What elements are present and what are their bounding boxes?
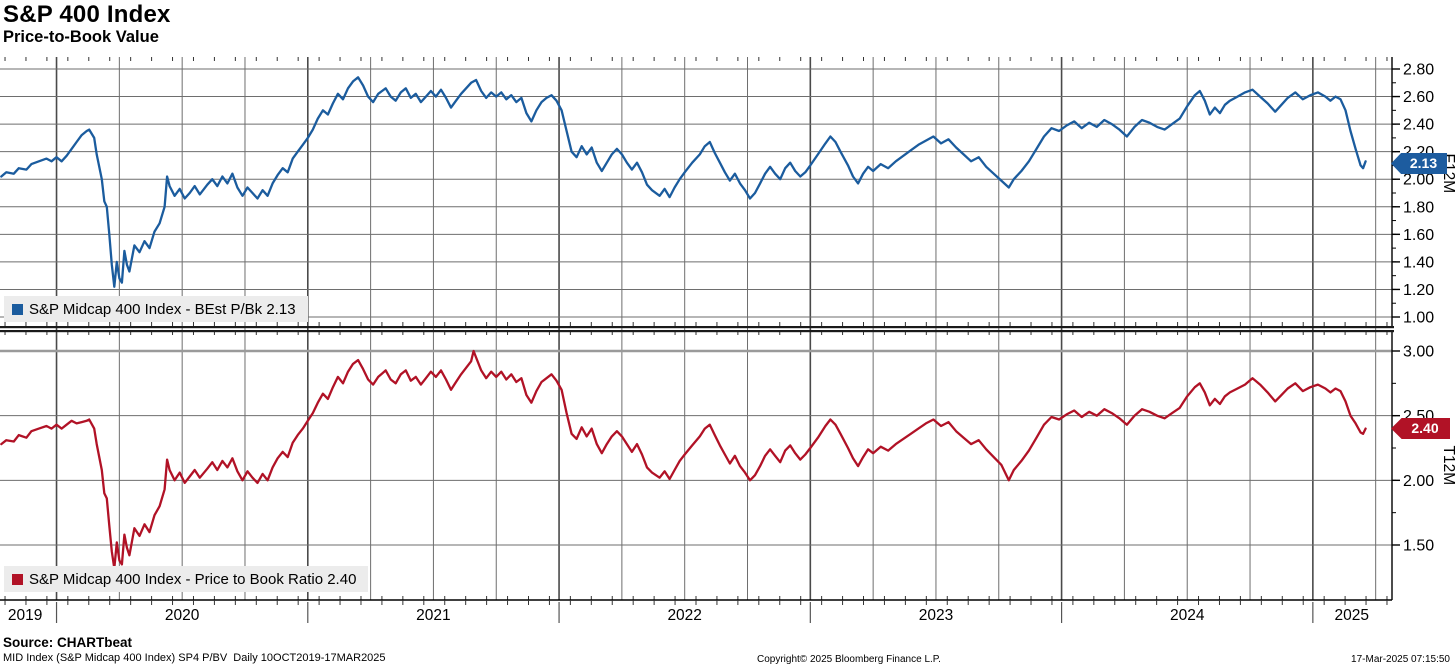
ytick-label: 1.80 [1403,199,1434,216]
xtick-year-label: 2019 [8,607,42,624]
last-value-badge-top: 2.13 [1391,153,1447,174]
ytick-label: 1.60 [1403,227,1434,244]
xtick-year-label: 2021 [416,607,450,624]
legend-marker-blue-icon [12,303,23,315]
series-line-bottom [0,349,1367,570]
ytick-label: 1.00 [1403,310,1434,327]
xtick-year-label: 2024 [1170,607,1205,624]
page-subtitle: Price-to-Book Value [3,28,159,47]
vertical-gridlines [55,57,1377,600]
ytick-label: 2.80 [1403,62,1434,79]
ytick-label: 3.00 [1403,344,1434,361]
source-label: Source: CHARTbeat [3,635,133,650]
copyright-text: Copyright© 2025 Bloomberg Finance L.P. [757,654,941,665]
x-axis: 2019 2020 2021 2022 2023 2024 2025 [0,599,1392,624]
ytick-label: 1.40 [1403,254,1434,271]
xtick-year-label: 2025 [1335,607,1369,624]
ytick-label: 1.20 [1403,282,1434,299]
page-title: S&P 400 Index [3,1,171,28]
ytick-label: 1.50 [1403,537,1434,554]
ytick-label: 2.00 [1403,172,1434,189]
xtick-year-label: 2023 [919,607,953,624]
legend-bottom-panel: S&P Midcap 400 Index - Price to Book Rat… [4,566,369,592]
ytick-label: 2.40 [1403,117,1434,134]
xtick-year-label: 2020 [165,607,200,624]
chart-header: S&P 400 Index Price-to-Book Value [3,1,171,48]
last-value-badge-bottom: 2.40 [1391,418,1450,439]
ytick-label: 2.00 [1403,473,1434,490]
timestamp-text: 17-Mar-2025 07:15:50 [1351,654,1450,665]
axis-title-T12M: T12M [1440,446,1456,486]
panel-separator [0,326,1394,329]
series-line-top [0,76,1367,288]
legend-marker-red-icon [12,573,23,585]
panel-top: 2.802.602.402.202.001.801.601.401.201.00… [0,57,1456,327]
legend-bottom-label: S&P Midcap 400 Index - Price to Book Rat… [29,570,357,588]
xtick-year-label: 2022 [667,607,701,624]
ytick-label: 2.60 [1403,89,1434,106]
legend-top-panel: S&P Midcap 400 Index - BEst P/Bk 2.13 [4,296,308,322]
legend-top-label: S&P Midcap 400 Index - BEst P/Bk 2.13 [29,300,296,318]
ticker-description: MID Index (S&P Midcap 400 Index) SP4 P/B… [3,652,386,664]
